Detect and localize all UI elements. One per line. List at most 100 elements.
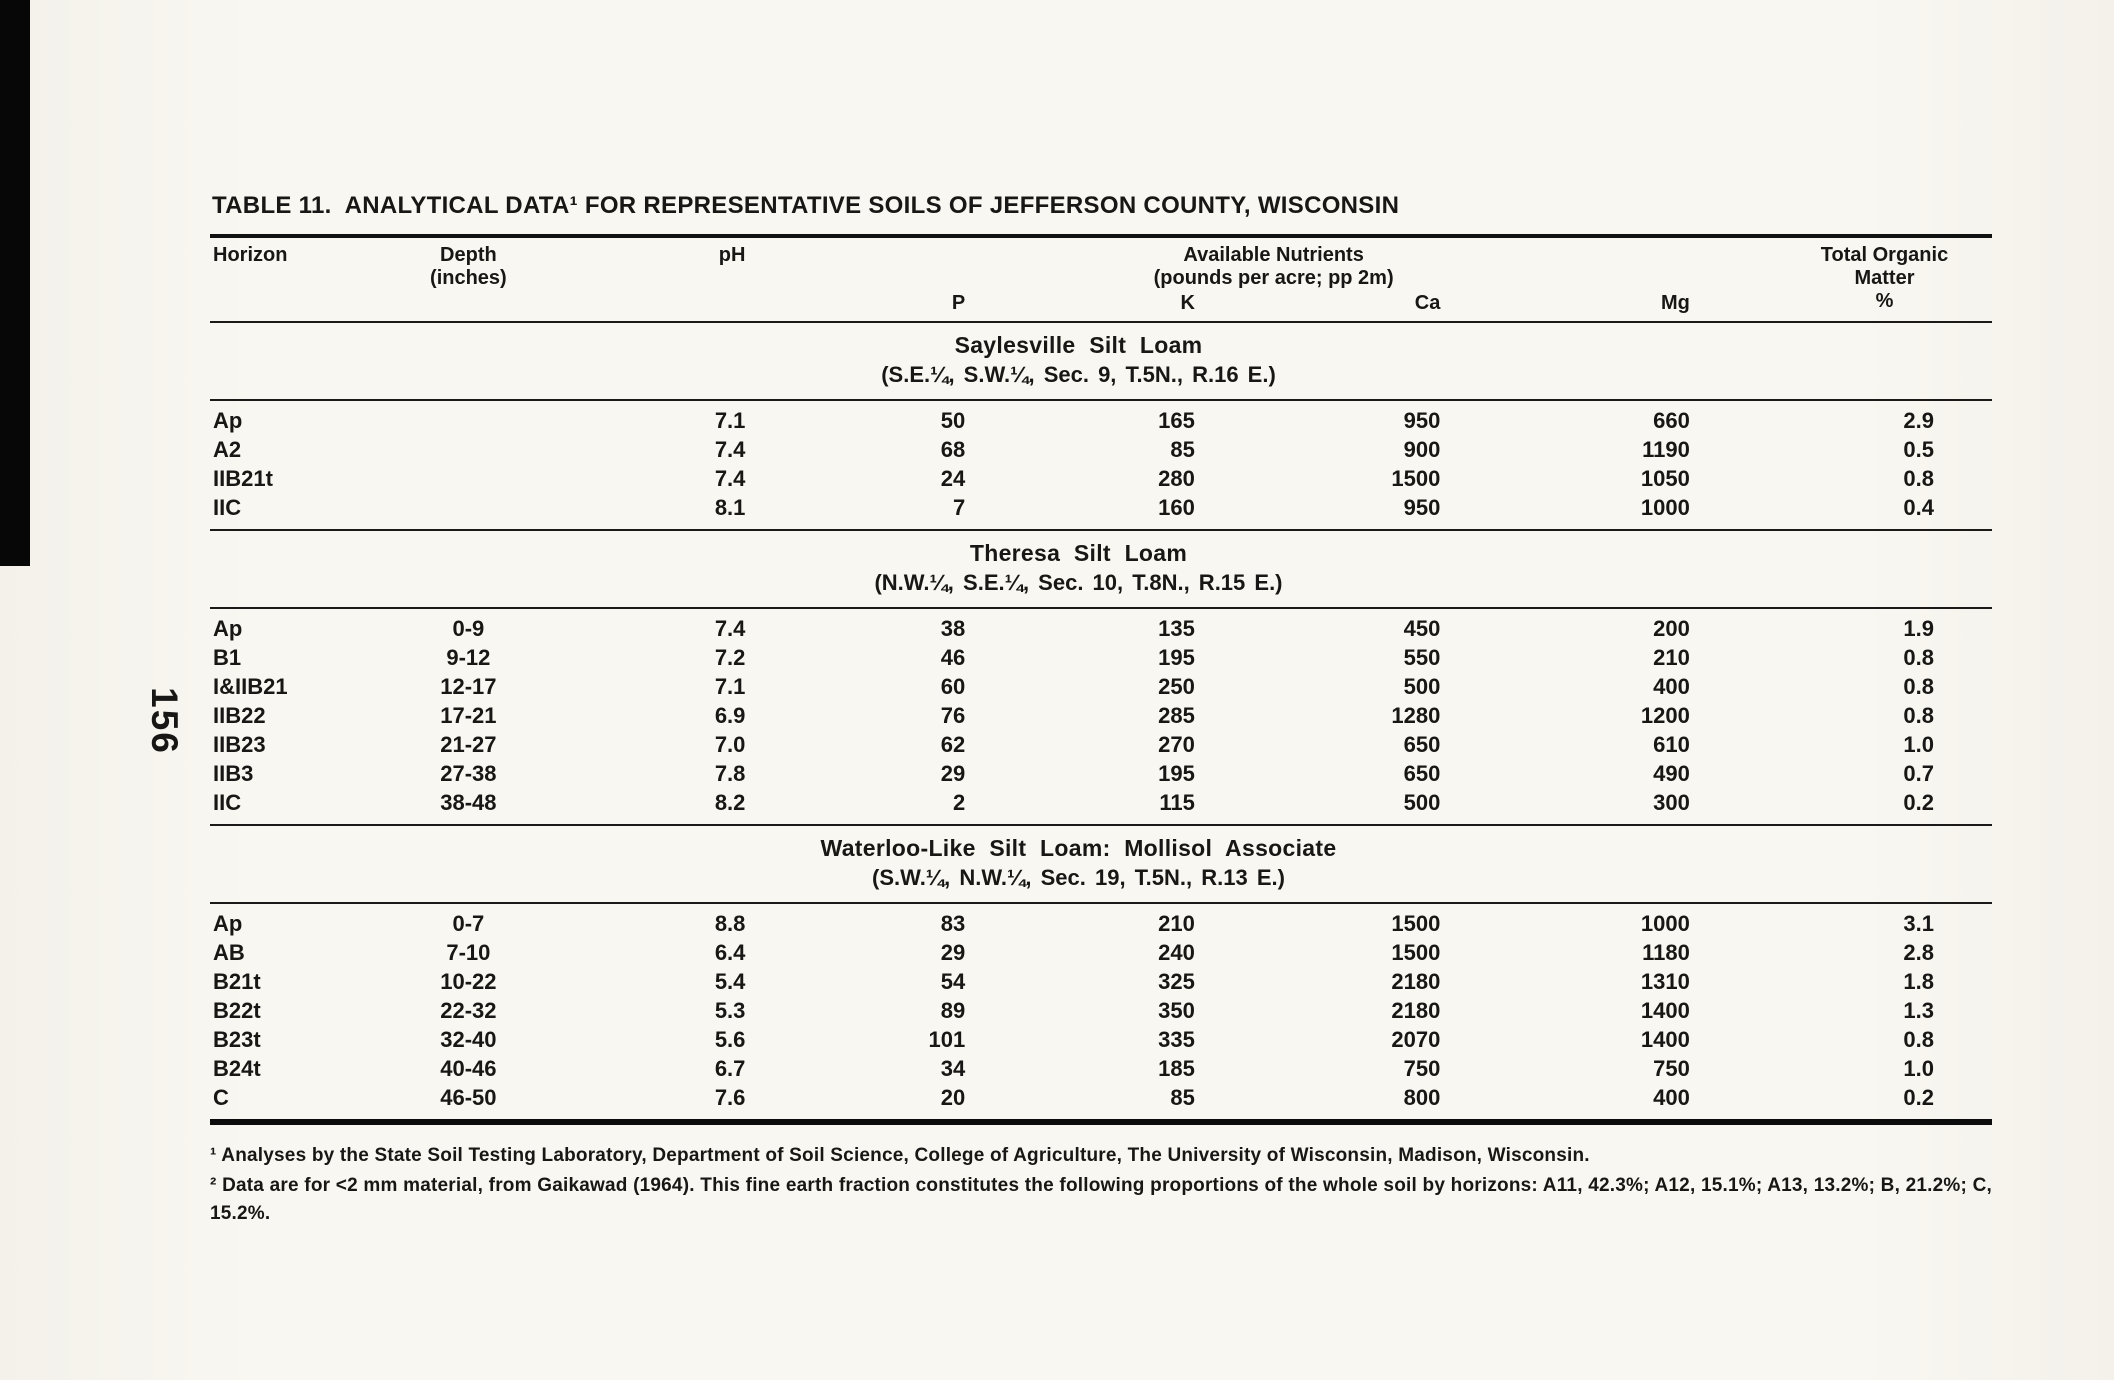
- cell-organic-matter: 0.2: [1903, 790, 1934, 815]
- column-header-total-organic-matter: Total Organic Matter %: [1707, 236, 1992, 322]
- cell-ca: 650: [1403, 732, 1441, 757]
- cell-k: 85: [1170, 1085, 1195, 1110]
- cell-horizon: Ap: [213, 911, 243, 936]
- cell-mg: 660: [1653, 408, 1690, 433]
- cell-ca: 950: [1403, 495, 1441, 520]
- cell-organic-matter: 2.9: [1903, 408, 1934, 433]
- table-row: B1 9-12 7.2 46 195 550 210 0.8: [210, 643, 1992, 672]
- section-heading-cell: Theresa Silt Loam (N.W.¼, S.E.¼, Sec. 10,…: [210, 530, 1992, 608]
- section-heading: Saylesville Silt Loam (S.E.¼, S.W.¼, Sec.…: [210, 322, 1992, 400]
- column-header-depth-line2: (inches): [430, 267, 507, 289]
- table-row: B23t 32-40 5.6 101 335 2070 1400 0.8: [210, 1025, 1992, 1054]
- cell-p: 29: [940, 761, 966, 786]
- cell-ph: 7.4: [714, 616, 746, 641]
- footnote-2: ² Data are for <2 mm material, from Gaik…: [210, 1175, 1992, 1224]
- cell-mg: 1050: [1640, 466, 1690, 491]
- cell-p: 38: [940, 616, 966, 641]
- cell-mg: 1400: [1640, 1027, 1690, 1052]
- table-header: Horizon Depth (inches) pH Available Nutr…: [210, 236, 1992, 322]
- cell-ph: 8.2: [714, 790, 746, 815]
- cell-ca: 2180: [1391, 969, 1441, 994]
- column-header-ph: pH: [718, 244, 746, 266]
- cell-depth: 27-38: [440, 761, 497, 786]
- cell-ca: 1500: [1391, 466, 1441, 491]
- cell-organic-matter: 0.5: [1903, 437, 1934, 462]
- section-heading-cell: Saylesville Silt Loam (S.E.¼, S.W.¼, Sec.…: [210, 322, 1992, 400]
- cell-ca: 500: [1403, 790, 1441, 815]
- cell-ca: 950: [1403, 408, 1441, 433]
- cell-depth: 46-50: [440, 1085, 497, 1110]
- cell-depth: 32-40: [440, 1027, 497, 1052]
- table-row: Ap 0-9 7.4 38 135 450 200 1.9: [210, 608, 1992, 643]
- section-location: (S.E.¼, S.W.¼, Sec. 9, T.5N., R.16 E.): [881, 362, 1276, 387]
- table-row: IIB23 21-27 7.0 62 270 650 610 1.0: [210, 730, 1992, 759]
- cell-ca: 2070: [1391, 1027, 1441, 1052]
- table-row: B21t 10-22 5.4 54 325 2180 1310 1.8: [210, 967, 1992, 996]
- cell-k: 270: [1158, 732, 1195, 757]
- cell-organic-matter: 0.8: [1903, 645, 1934, 670]
- cell-k: 250: [1158, 674, 1195, 699]
- cell-organic-matter: 0.8: [1903, 703, 1934, 728]
- cell-k: 115: [1159, 790, 1195, 815]
- cell-k: 195: [1158, 645, 1195, 670]
- cell-ph: 7.8: [714, 761, 746, 786]
- cell-horizon: B22t: [213, 998, 261, 1023]
- cell-organic-matter: 0.7: [1903, 761, 1934, 786]
- cell-organic-matter: 0.2: [1903, 1085, 1934, 1110]
- available-nutrients-label: Available Nutrients: [1183, 244, 1364, 266]
- section-data: Ap 0-9 7.4 38 135 450 200 1.9 B1 9-12 7.2 46 195 550 2…: [210, 608, 1992, 825]
- cell-k: 165: [1158, 408, 1195, 433]
- cell-horizon: B23t: [213, 1027, 261, 1052]
- cell-horizon: B21t: [213, 969, 261, 994]
- cell-ca: 1500: [1391, 940, 1441, 965]
- cell-p: 46: [940, 645, 966, 670]
- cell-depth: 10-22: [440, 969, 497, 994]
- cell-p: 83: [940, 911, 966, 936]
- cell-mg: 1190: [1642, 437, 1690, 462]
- available-nutrients-units: (pounds per acre; pp 2m): [1153, 267, 1394, 289]
- cell-p: 62: [940, 732, 966, 757]
- cell-depth: 21-27: [440, 732, 497, 757]
- table-row: AB 7-10 6.4 29 240 1500 1180 2.8: [210, 938, 1992, 967]
- cell-k: 160: [1158, 495, 1195, 520]
- cell-depth: 0-7: [452, 911, 485, 936]
- organic-matter-percent: %: [1875, 290, 1894, 312]
- cell-organic-matter: 1.9: [1903, 616, 1934, 641]
- cell-depth: 17-21: [440, 703, 497, 728]
- column-header-depth-line1: Depth: [440, 244, 497, 266]
- cell-ca: 1500: [1391, 911, 1441, 936]
- footnote-1: ¹ Analyses by the State Soil Testing Lab…: [210, 1145, 1590, 1166]
- cell-organic-matter: 0.8: [1903, 466, 1934, 491]
- cell-k: 240: [1158, 940, 1195, 965]
- cell-organic-matter: 1.0: [1903, 732, 1934, 757]
- cell-ph: 8.1: [714, 495, 746, 520]
- cell-ca: 800: [1403, 1085, 1441, 1110]
- section-heading-cell: Waterloo-Like Silt Loam: Mollisol Associ…: [210, 825, 1992, 903]
- cell-horizon: Ap: [213, 408, 243, 433]
- column-header-mg: Mg: [1660, 292, 1690, 314]
- cell-ca: 450: [1403, 616, 1441, 641]
- cell-k: 325: [1158, 969, 1195, 994]
- cell-horizon: B24t: [213, 1056, 261, 1081]
- cell-k: 135: [1158, 616, 1195, 641]
- cell-mg: 400: [1653, 674, 1690, 699]
- cell-ca: 2180: [1391, 998, 1441, 1023]
- section-name: Waterloo-Like Silt Loam: Mollisol Associ…: [820, 835, 1337, 861]
- cell-p: 20: [940, 1085, 966, 1110]
- section-location: (N.W.¼, S.E.¼, Sec. 10, T.8N., R.15 E.): [874, 570, 1283, 595]
- cell-ph: 7.4: [714, 466, 746, 491]
- organic-matter-line1: Total Organic: [1820, 244, 1949, 266]
- cell-organic-matter: 0.8: [1903, 1027, 1934, 1052]
- cell-horizon: IIB3: [213, 761, 254, 786]
- cell-depth: 22-32: [440, 998, 497, 1023]
- section-location: (S.W.¼, N.W.¼, Sec. 19, T.5N., R.13 E.): [872, 865, 1285, 890]
- column-header-p: P: [951, 292, 966, 314]
- cell-depth: [361, 400, 575, 435]
- cell-horizon: I&IIB21: [213, 674, 288, 699]
- cell-ph: 7.2: [714, 645, 746, 670]
- cell-mg: 490: [1653, 761, 1690, 786]
- cell-ph: 7.4: [714, 437, 746, 462]
- cell-ca: 900: [1403, 437, 1441, 462]
- table-row: IIB3 27-38 7.8 29 195 650 490 0.7: [210, 759, 1992, 788]
- section-heading: Waterloo-Like Silt Loam: Mollisol Associ…: [210, 825, 1992, 903]
